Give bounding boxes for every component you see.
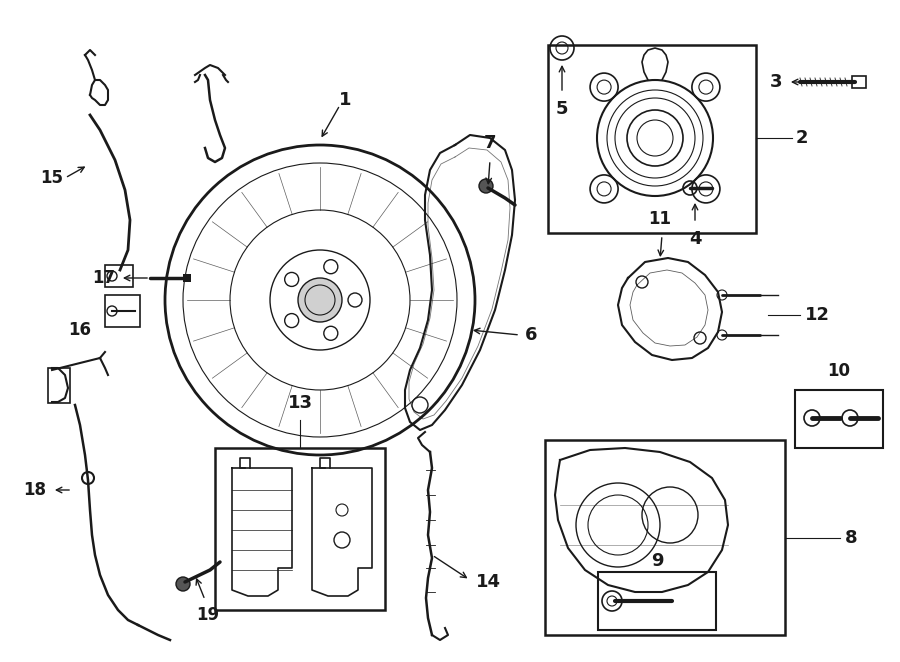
Text: 8: 8 (845, 529, 858, 547)
Bar (852, 76, 866, 88)
Text: 12: 12 (805, 306, 830, 324)
Text: 15: 15 (40, 169, 64, 187)
Text: 1: 1 (338, 91, 351, 109)
Bar (545, 440, 785, 635)
Text: 19: 19 (196, 606, 220, 624)
Circle shape (298, 278, 342, 322)
Bar (105, 295, 140, 327)
Bar (795, 390, 883, 448)
Bar (48, 368, 70, 403)
Text: 18: 18 (23, 481, 47, 499)
Text: 11: 11 (649, 210, 671, 228)
Text: 3: 3 (770, 73, 782, 91)
Text: 5: 5 (556, 100, 568, 118)
Bar (215, 448, 385, 610)
Text: 9: 9 (651, 552, 663, 570)
Text: 17: 17 (92, 269, 115, 287)
Text: 7: 7 (484, 134, 496, 152)
Circle shape (176, 577, 190, 591)
Text: 6: 6 (525, 326, 537, 344)
Text: 16: 16 (68, 321, 92, 339)
Circle shape (479, 179, 493, 193)
Text: 10: 10 (827, 362, 850, 380)
Bar (105, 265, 133, 287)
Text: 14: 14 (476, 573, 501, 591)
Bar (548, 45, 756, 233)
Bar (183, 274, 191, 282)
Text: 2: 2 (796, 129, 808, 147)
Bar (598, 572, 716, 630)
Text: 13: 13 (287, 394, 312, 412)
Text: 4: 4 (688, 230, 701, 248)
